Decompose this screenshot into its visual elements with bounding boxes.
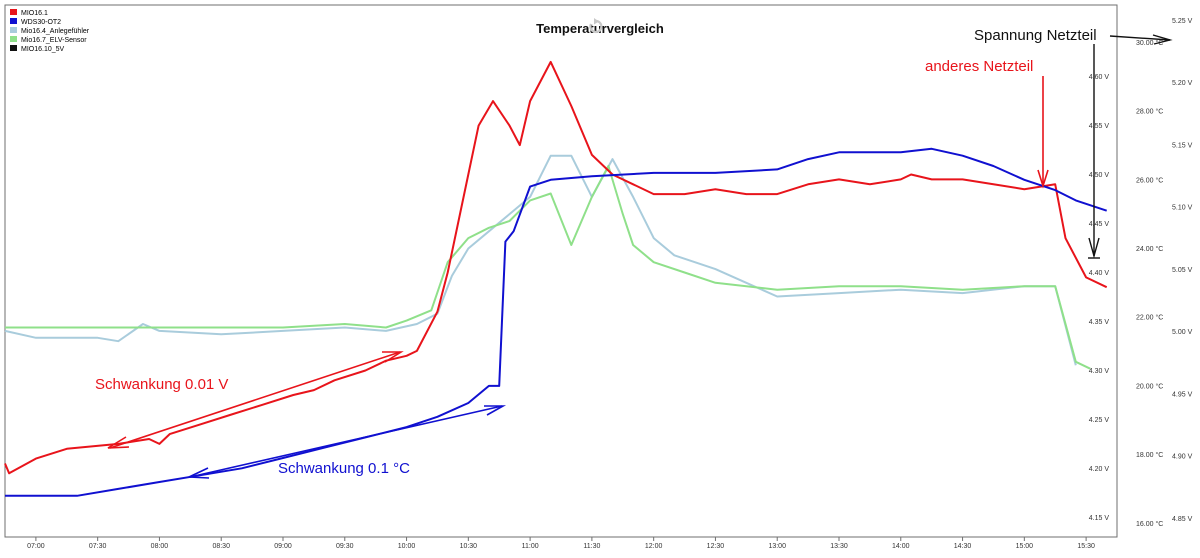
legend-swatch bbox=[10, 27, 17, 33]
y-tick-label-volt-left: 4.30 V bbox=[1089, 368, 1110, 375]
x-tick-label: 14:30 bbox=[954, 543, 972, 550]
y-tick-label-volt-right: 5.00 V bbox=[1172, 329, 1193, 336]
legend-swatch bbox=[10, 45, 17, 51]
y-tick-label-temp: 16.00 °C bbox=[1136, 520, 1163, 528]
annotation-text-schwankung-c: Schwankung 0.1 °C bbox=[278, 460, 410, 477]
y-tick-label-volt-right: 5.15 V bbox=[1172, 142, 1193, 149]
legend-label: MIO16.10_5V bbox=[21, 46, 65, 53]
y-tick-label-volt-left: 4.60 V bbox=[1089, 74, 1110, 81]
legend-label: Mio16.7_ELV-Sensor bbox=[21, 37, 87, 44]
x-tick-label: 12:00 bbox=[645, 543, 663, 550]
legend-label: WDS30-OT2 bbox=[21, 19, 61, 26]
x-tick-label: 08:00 bbox=[151, 543, 169, 550]
x-tick-label: 12:30 bbox=[707, 543, 725, 550]
y-tick-label-temp: 26.00 °C bbox=[1136, 176, 1163, 184]
x-tick-label: 13:30 bbox=[830, 543, 848, 550]
series-line-wds30-ot2[interactable] bbox=[5, 147, 1108, 497]
x-tick-label: 10:30 bbox=[460, 543, 478, 550]
annotation-text-spannung-netzteil: Spannung Netzteil bbox=[974, 27, 1097, 44]
legend-item-wds30-ot2[interactable]: WDS30-OT2 bbox=[10, 18, 61, 26]
annotation-text-anderes-netzteil: anderes Netzteil bbox=[925, 58, 1033, 75]
y-tick-label-volt-left: 4.20 V bbox=[1089, 466, 1110, 473]
legend-swatch bbox=[10, 36, 17, 42]
y-tick-label-temp: 18.00 °C bbox=[1136, 451, 1163, 459]
annotation-text-schwankung-v: Schwankung 0.01 V bbox=[95, 376, 228, 393]
y-tick-label-volt-left: 4.40 V bbox=[1089, 270, 1110, 277]
x-tick-label: 14:00 bbox=[892, 543, 910, 550]
legend-swatch bbox=[10, 18, 17, 24]
y-tick-label-volt-left: 4.55 V bbox=[1089, 123, 1110, 130]
y-tick-label-volt-right: 4.85 V bbox=[1172, 516, 1193, 523]
x-tick-label: 11:30 bbox=[583, 543, 600, 550]
annotation-arrow-red-diagonal bbox=[107, 351, 404, 449]
y-tick-label-volt-right: 5.10 V bbox=[1172, 205, 1193, 212]
y-tick-label-temp: 28.00 °C bbox=[1136, 108, 1163, 116]
x-tick-label: 11:00 bbox=[522, 543, 539, 550]
x-tick-label: 09:30 bbox=[336, 543, 354, 550]
y-tick-label-volt-left: 4.15 V bbox=[1089, 515, 1110, 522]
series-line-mio16-7-elv-sensor[interactable] bbox=[5, 165, 1091, 370]
legend-item-mio16-10[interactable]: MIO16.10_5V bbox=[10, 45, 65, 53]
y-tick-label-temp: 30.00 °C bbox=[1136, 39, 1163, 47]
series-line-mio16-1[interactable] bbox=[4, 60, 1108, 475]
y-tick-label-volt-left: 4.50 V bbox=[1089, 172, 1110, 179]
y-tick-label-volt-right: 4.95 V bbox=[1172, 391, 1193, 398]
y-tick-label-volt-left: 4.25 V bbox=[1089, 417, 1110, 424]
y-tick-label-temp: 22.00 °C bbox=[1136, 314, 1163, 322]
x-tick-label: 15:30 bbox=[1077, 543, 1095, 550]
x-tick-label: 15:00 bbox=[1016, 543, 1034, 550]
legend: MIO16.1 WDS30-OT2 Mio16.4_Anlegefühler M… bbox=[10, 9, 90, 53]
x-tick-label: 07:00 bbox=[27, 543, 45, 550]
y-tick-label-volt-right: 5.20 V bbox=[1172, 80, 1193, 87]
x-tick-label: 07:30 bbox=[89, 543, 107, 550]
x-tick-label: 13:00 bbox=[768, 543, 786, 550]
legend-item-mio16-7[interactable]: Mio16.7_ELV-Sensor bbox=[10, 36, 87, 44]
y-tick-label-volt-left: 4.45 V bbox=[1089, 221, 1110, 228]
annotation-arrow-netzteil-down bbox=[1037, 76, 1049, 189]
legend-item-mio16-1[interactable]: MIO16.1 bbox=[10, 9, 48, 17]
y-tick-label-volt-right: 5.25 V bbox=[1172, 18, 1193, 25]
annotation-layer: Schwankung 0.01 V Schwankung 0.1 °C ande… bbox=[95, 27, 1173, 479]
annotation-arrow-spannung bbox=[1088, 34, 1173, 259]
legend-label: Mio16.4_Anlegefühler bbox=[21, 28, 90, 35]
y-tick-label-volt-left: 4.35 V bbox=[1089, 319, 1110, 326]
series-layer bbox=[4, 60, 1108, 497]
annotation-arrow-blue-diagonal bbox=[188, 405, 507, 479]
y-tick-labels: 4.15 V 4.20 V 4.25 V 4.30 V 4.35 V 4.40 V 4.45… bbox=[1089, 18, 1193, 528]
x-tick-label: 10:00 bbox=[398, 543, 416, 550]
y-tick-label-temp: 24.00 °C bbox=[1136, 245, 1163, 253]
y-tick-label-volt-right: 4.90 V bbox=[1172, 454, 1193, 461]
series-line-mio16-4-anlegef-hler[interactable] bbox=[4, 154, 1077, 366]
y-tick-label-temp: 20.00 °C bbox=[1136, 382, 1163, 390]
x-tick-label: 08:30 bbox=[212, 543, 230, 550]
refresh-icon[interactable] bbox=[589, 18, 603, 34]
x-tick-labels: 07:00 07:30 08:00 08:30 09:00 09:30 10:00 10:30… bbox=[27, 537, 1095, 550]
legend-label: MIO16.1 bbox=[21, 10, 48, 17]
legend-swatch bbox=[10, 9, 17, 15]
legend-item-mio16-4[interactable]: Mio16.4_Anlegefühler bbox=[10, 27, 90, 35]
y-tick-label-volt-right: 5.05 V bbox=[1172, 267, 1193, 274]
x-tick-label: 09:00 bbox=[274, 543, 292, 550]
